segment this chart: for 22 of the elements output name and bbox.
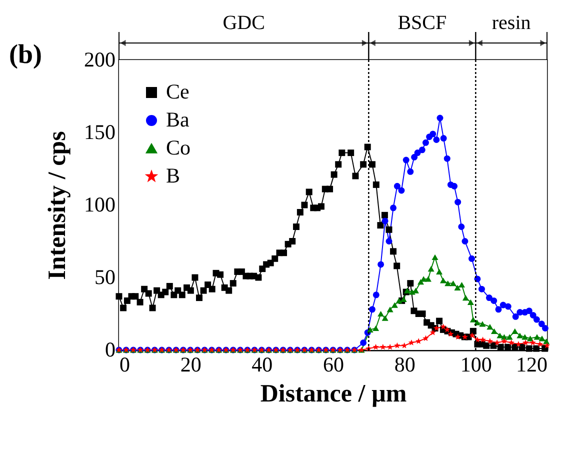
band-label: BSCF (398, 12, 447, 34)
legend-label: Ce (166, 80, 190, 104)
x-tick-label: 100 (460, 352, 492, 376)
band-label: resin (492, 12, 531, 34)
y-axis-title: Intensity / cps (44, 130, 71, 280)
x-tick-label: 60 (323, 352, 344, 376)
x-tick-label: 20 (180, 352, 202, 376)
y-tick-label: 100 (84, 192, 116, 216)
legend-label: B (166, 164, 180, 188)
legend-label: Co (166, 136, 191, 160)
x-tick-label: 0 (120, 352, 130, 376)
legend-label: Ba (166, 108, 190, 132)
band-label: GDC (222, 12, 265, 34)
y-tick-label: 0 (105, 338, 116, 362)
x-tick-label: 80 (394, 352, 416, 376)
y-tick-label: 150 (84, 120, 116, 144)
x-axis-title: Distance / µm (260, 380, 407, 408)
x-tick-label: 120 (516, 352, 548, 376)
y-tick-label: 50 (94, 265, 116, 289)
text: (b) (9, 39, 42, 69)
y-tick-label: 200 (84, 48, 116, 72)
x-tick-label: 40 (252, 352, 273, 376)
